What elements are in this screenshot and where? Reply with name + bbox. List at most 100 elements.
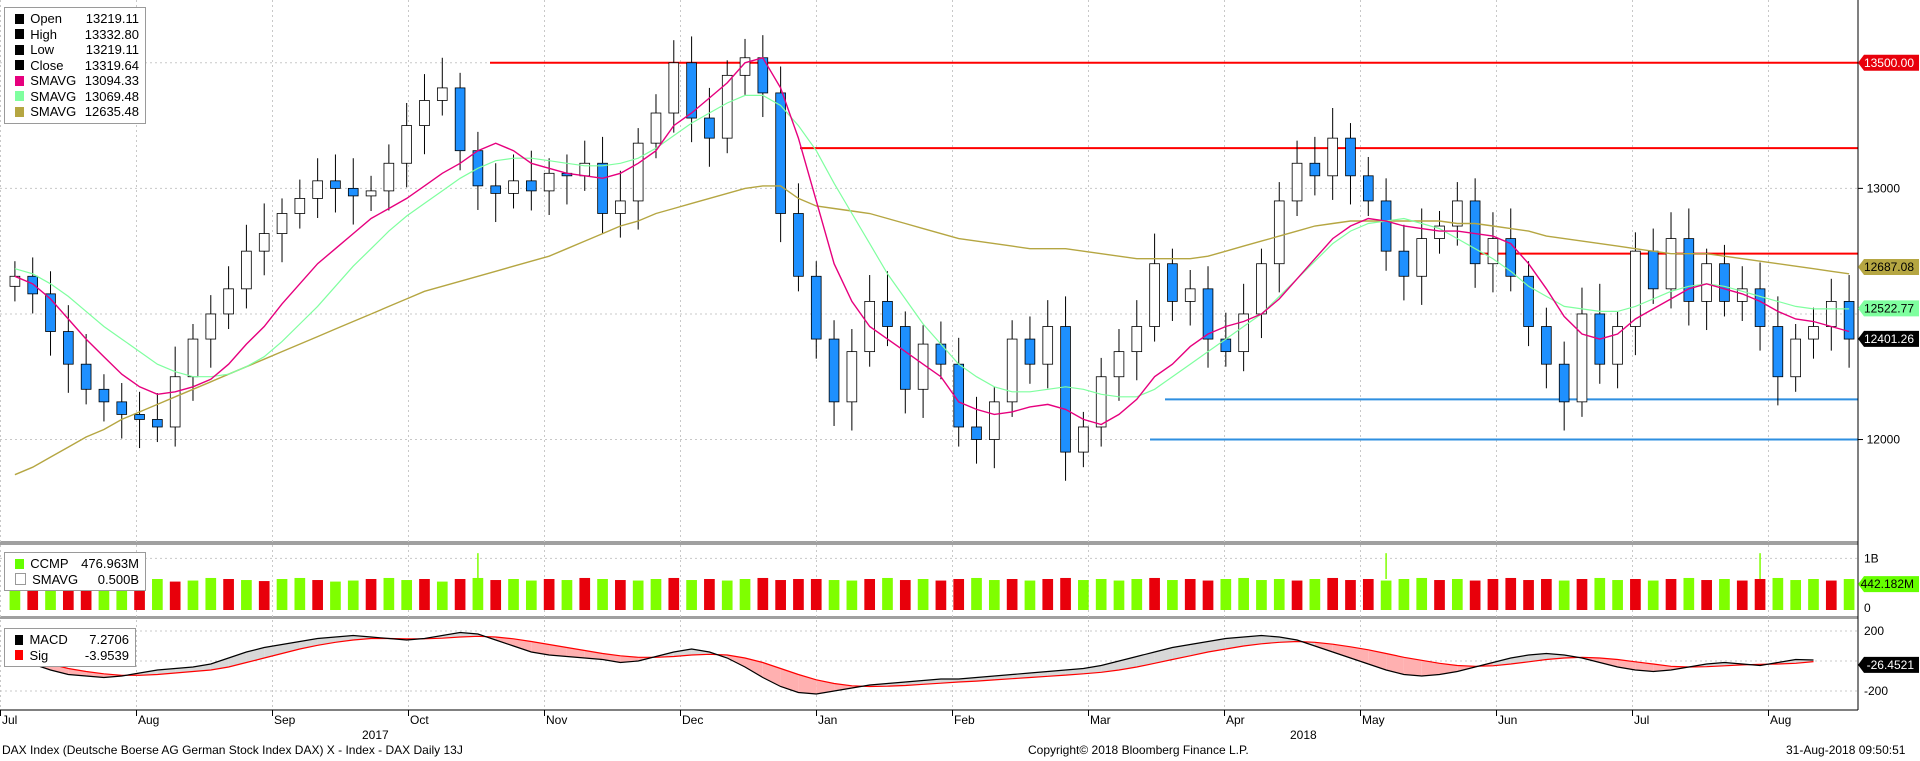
legend-row: High 13332.80 (9, 27, 139, 43)
candle-body (490, 185, 502, 194)
candle-body (775, 92, 786, 214)
volume-bar (579, 577, 591, 610)
macd-histogram-fill (531, 641, 550, 655)
candle-body (1345, 137, 1356, 177)
legend-series-name: SMAVG (30, 88, 77, 104)
candle-body (1719, 263, 1730, 302)
volume-bar (1843, 579, 1855, 610)
x-month-label: Aug (138, 713, 159, 727)
price-legend[interactable]: Open 13219.11 High 13332.80 Low 13219.11 Close… (4, 7, 146, 124)
macd-histogram-fill (780, 668, 799, 693)
volume-bar (1808, 579, 1819, 610)
value-tag-bg (1858, 576, 1919, 593)
value-tag-bg (1858, 258, 1919, 275)
value-tag: 12401.26 (1858, 330, 1919, 347)
macd-lines (14, 631, 1814, 695)
x-month-label: Jul (1634, 713, 1649, 727)
macd-histogram-fill (691, 649, 710, 655)
volume-bar (1469, 580, 1481, 610)
volume-bar (1309, 579, 1321, 610)
volume-bar (721, 580, 733, 610)
candle-body (223, 288, 234, 315)
candle-body (1327, 137, 1338, 177)
legend-series-name: Low (30, 42, 55, 57)
volume-bar (1505, 577, 1517, 610)
volume-bar (543, 579, 555, 610)
horizontal-levels (490, 61, 1858, 441)
axes: 13000 12000 1B 0 200 -200 (0, 0, 1900, 711)
volume-bar (490, 580, 502, 610)
candle-body (1843, 300, 1855, 340)
volume-tick-label: 1B (1864, 551, 1879, 565)
volume-bar (917, 579, 929, 610)
macd-histogram-fill (727, 655, 745, 667)
volume-bar (1220, 579, 1232, 610)
candle-body (98, 388, 110, 403)
volume-legend[interactable]: CCMP 476.963M SMAVG 0.500B (4, 552, 146, 591)
candle-body (1469, 200, 1481, 265)
candle-body (1398, 250, 1410, 277)
candle-body (312, 180, 323, 199)
legend-series-name: High (30, 26, 57, 42)
macd-histogram-fill (1172, 644, 1191, 660)
volume-bar (1790, 580, 1802, 610)
candle-body (1362, 175, 1374, 202)
legend-series-name: CCMP (30, 556, 69, 571)
volume-bar (1701, 580, 1712, 610)
legend-swatch (15, 44, 25, 55)
macd-histogram-fill (1225, 637, 1244, 649)
volume-bar (472, 577, 484, 610)
sma-slow-line (14, 185, 1850, 476)
candle-body (330, 180, 341, 189)
candle-body (508, 180, 519, 194)
candle-body (152, 419, 163, 428)
volume-bar (615, 580, 626, 610)
legend-series-value: 13219.11 (85, 42, 139, 57)
candle-body (615, 200, 626, 214)
value-tag: 13500.00 (1858, 54, 1919, 71)
volume-bar (330, 581, 341, 610)
volume-bar (1362, 579, 1374, 610)
candle-body (1184, 288, 1196, 302)
candle-body (1558, 363, 1570, 403)
candle-body (1167, 263, 1178, 302)
legend-series-name: SMAVG (30, 104, 77, 119)
volume-bar (1594, 577, 1606, 610)
candle-body (1754, 288, 1766, 327)
volume-bar (1131, 579, 1143, 610)
candle-body (1630, 250, 1641, 327)
value-tag-label: 12522.77 (1864, 301, 1914, 315)
volume-bar (1291, 580, 1303, 610)
legend-series-name: MACD (29, 632, 68, 647)
volume-bar (1238, 577, 1249, 610)
candle-body (116, 401, 128, 415)
volume-bar (793, 579, 804, 610)
macd-histogram-fill (1386, 653, 1404, 675)
volume-bar (312, 580, 323, 610)
volume-bar (1719, 579, 1730, 610)
candles (9, 35, 1855, 481)
macd-histogram-fill (1208, 638, 1226, 652)
volume-bar (1630, 579, 1641, 610)
candle-body (899, 326, 911, 390)
candle-body (810, 275, 822, 340)
value-tag-bg (1858, 300, 1919, 317)
volume-bar (1558, 580, 1570, 610)
macd-histogram-fill (193, 664, 211, 672)
legend-row: SMAVG 13094.33 (9, 73, 139, 89)
candle-body (1434, 225, 1445, 240)
legend-series-name: SMAVG (30, 73, 77, 88)
macd-histogram-fill (1635, 661, 1654, 672)
candle-body (721, 74, 733, 139)
volume-bar (1167, 580, 1178, 610)
candle-body (1113, 351, 1125, 378)
volume-bar (223, 579, 234, 610)
candle-body (1095, 376, 1107, 428)
candle-body (9, 275, 21, 287)
candle-body (1452, 200, 1463, 227)
macd-histogram-fill (1599, 658, 1618, 667)
x-month-label: Feb (954, 713, 975, 727)
macd-histogram-fill (1243, 635, 1262, 646)
candle-body (347, 187, 359, 197)
macd-legend[interactable]: MACD 7.2706 Sig -3.9539 (4, 628, 136, 667)
